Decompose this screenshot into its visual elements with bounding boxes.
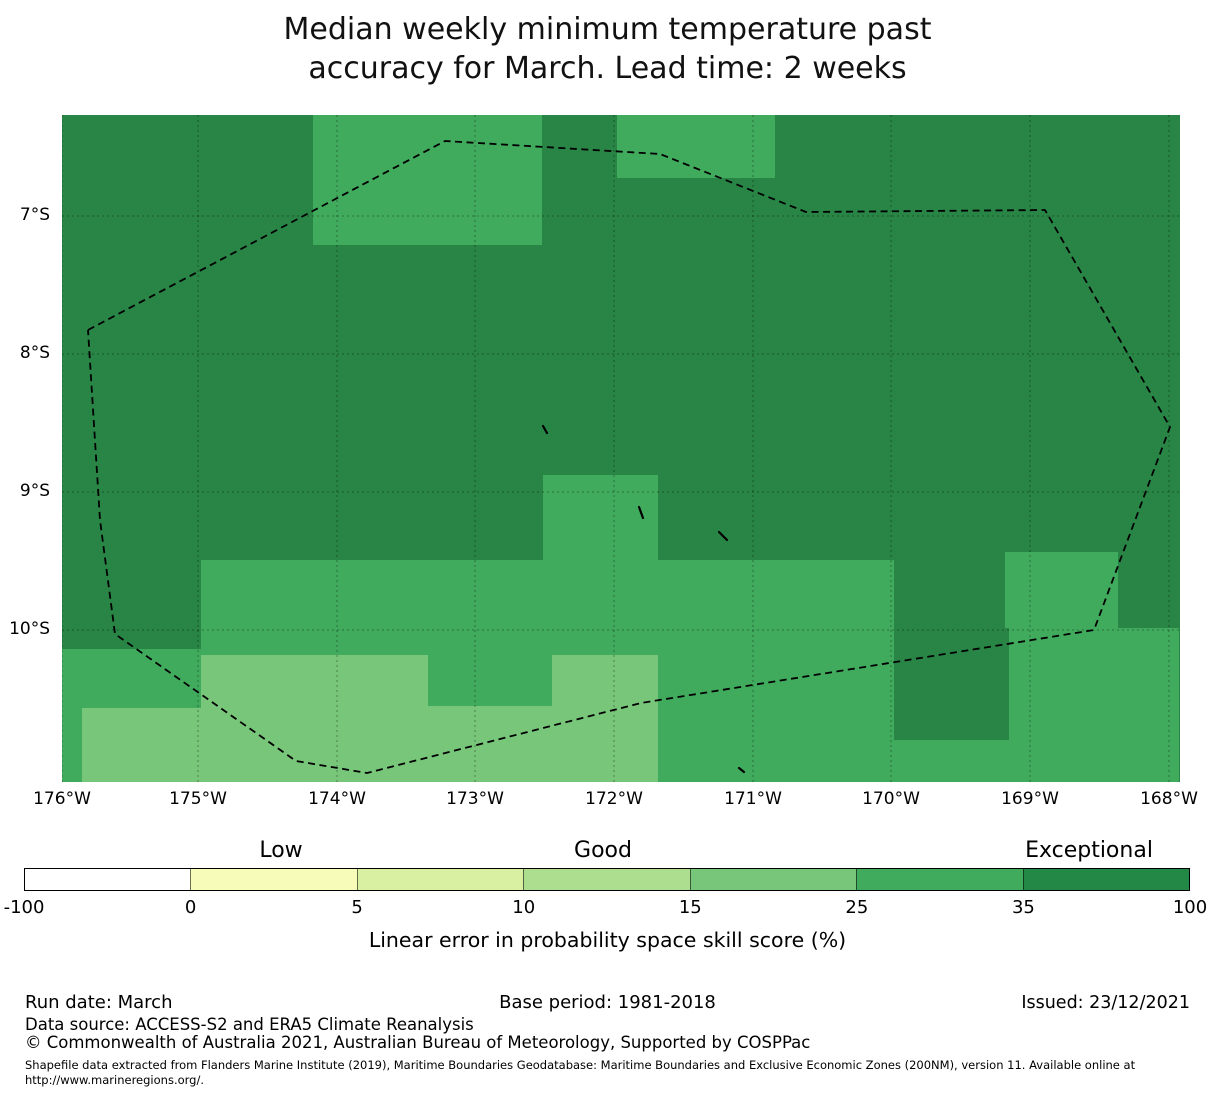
x-axis-tick-label: 172°W — [585, 789, 643, 809]
colorbar-tick-label: 35 — [1011, 897, 1035, 918]
island-mark — [637, 505, 645, 520]
map-cell — [894, 740, 1009, 782]
colorbar-tick-label: 10 — [512, 897, 536, 918]
map-cell — [313, 115, 542, 245]
colorbar-category-label: Good — [574, 838, 632, 863]
island-mark — [541, 424, 549, 435]
footer-shapefile-note-line2: http://www.marineregions.org/. — [25, 1073, 204, 1087]
x-axis-tick-label: 174°W — [308, 789, 366, 809]
map-cell — [1009, 628, 1179, 782]
colorbar — [24, 868, 1190, 891]
colorbar-segment — [689, 869, 857, 890]
map-cell — [428, 655, 552, 706]
map-cell — [82, 708, 201, 782]
island-mark — [737, 766, 746, 774]
footer-run-date: Run date: March — [25, 992, 173, 1013]
x-axis-tick-label: 176°W — [33, 789, 91, 809]
x-axis-tick-label: 169°W — [1001, 789, 1059, 809]
colorbar-segment — [523, 869, 690, 890]
x-axis-tick-label: 171°W — [724, 789, 782, 809]
colorbar-tick-label: -100 — [3, 897, 45, 918]
map-cell — [658, 655, 894, 782]
colorbar-tick-label: 5 — [351, 897, 363, 918]
colorbar-category-label: Exceptional — [1025, 838, 1153, 863]
map-cell — [543, 475, 658, 566]
colorbar-segment — [356, 869, 524, 890]
colorbar-segment — [190, 869, 357, 890]
island-mark — [717, 530, 729, 542]
map-cell — [1005, 552, 1118, 628]
colorbar-tick-labels: -100 0 5 10 15 25 35 100 — [0, 897, 1215, 919]
y-axis-tick-label: 10°S — [9, 619, 50, 639]
y-axis: 7°S 8°S 9°S 10°S — [0, 0, 50, 800]
x-axis-tick-label: 168°W — [1140, 789, 1198, 809]
map-svg — [62, 115, 1180, 782]
y-axis-tick-label: 9°S — [19, 481, 50, 501]
footer-data-source: Data source: ACCESS-S2 and ERA5 Climate … — [25, 1015, 474, 1034]
colorbar-segment — [1022, 869, 1189, 890]
map-cell — [62, 649, 82, 782]
colorbar-segment — [25, 869, 191, 890]
map-cell — [552, 655, 658, 782]
colorbar-tick-label: 25 — [845, 897, 869, 918]
x-axis: 176°W 175°W 174°W 173°W 172°W 171°W 170°W 169°W… — [0, 789, 1215, 813]
footer-copyright: © Commonwealth of Australia 2021, Austra… — [25, 1033, 811, 1052]
chart-title-line2: accuracy for March. Lead time: 2 weeks — [308, 51, 907, 86]
x-axis-tick-label: 173°W — [446, 789, 504, 809]
colorbar-caption: Linear error in probability space skill … — [368, 928, 847, 952]
y-axis-tick-label: 7°S — [19, 205, 50, 225]
footer-base-period: Base period: 1981-2018 — [499, 992, 716, 1013]
map-cell — [201, 560, 894, 655]
map-cell — [82, 649, 201, 708]
chart-title-line1: Median weekly minimum temperature past — [283, 12, 932, 47]
footer-issued: Issued: 23/12/2021 — [1021, 993, 1190, 1013]
colorbar-tick-label: 15 — [678, 897, 702, 918]
colorbar-category-labels: Low Good Exceptional — [0, 838, 1215, 864]
map-cell — [428, 706, 552, 782]
colorbar-tick-label: 100 — [1172, 897, 1208, 918]
colorbar-tick-label: 0 — [184, 897, 197, 918]
footer-shapefile-note-line1: Shapefile data extracted from Flanders M… — [25, 1058, 1136, 1072]
colorbar-category-label: Low — [259, 838, 303, 863]
chart-title: Median weekly minimum temperature past a… — [0, 10, 1215, 88]
colorbar-segment — [856, 869, 1023, 890]
map-cell — [201, 655, 428, 782]
x-axis-tick-label: 175°W — [169, 789, 227, 809]
y-axis-tick-label: 8°S — [19, 343, 50, 363]
x-axis-tick-label: 170°W — [862, 789, 920, 809]
